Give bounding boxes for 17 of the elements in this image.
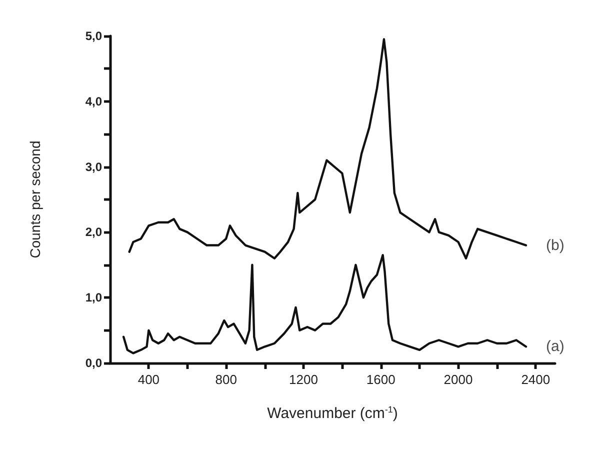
x-tick-label: 2000: [444, 372, 473, 387]
line-series: [122, 254, 528, 354]
y-tick-label: 1,0: [85, 290, 102, 305]
annotation: (a): [546, 338, 564, 356]
annotation: (b): [546, 236, 564, 254]
y-tick-label: 2,0: [85, 225, 102, 240]
y-tick-label: 5,0: [85, 29, 102, 43]
y-tick-label: 4,0: [85, 94, 102, 108]
x-tick-label: 800: [215, 372, 237, 387]
y-tick-label: 3,0: [85, 160, 102, 174]
y-tick-label: 0,0: [85, 356, 102, 370]
x-tick-label: 1600: [366, 372, 396, 387]
x-tick-label: 2400: [521, 372, 550, 387]
y-axis-title: Counts per second: [27, 140, 43, 258]
line-series: [128, 38, 528, 260]
x-tick-label: 1200: [289, 372, 318, 387]
x-tick-label: 400: [138, 372, 160, 387]
